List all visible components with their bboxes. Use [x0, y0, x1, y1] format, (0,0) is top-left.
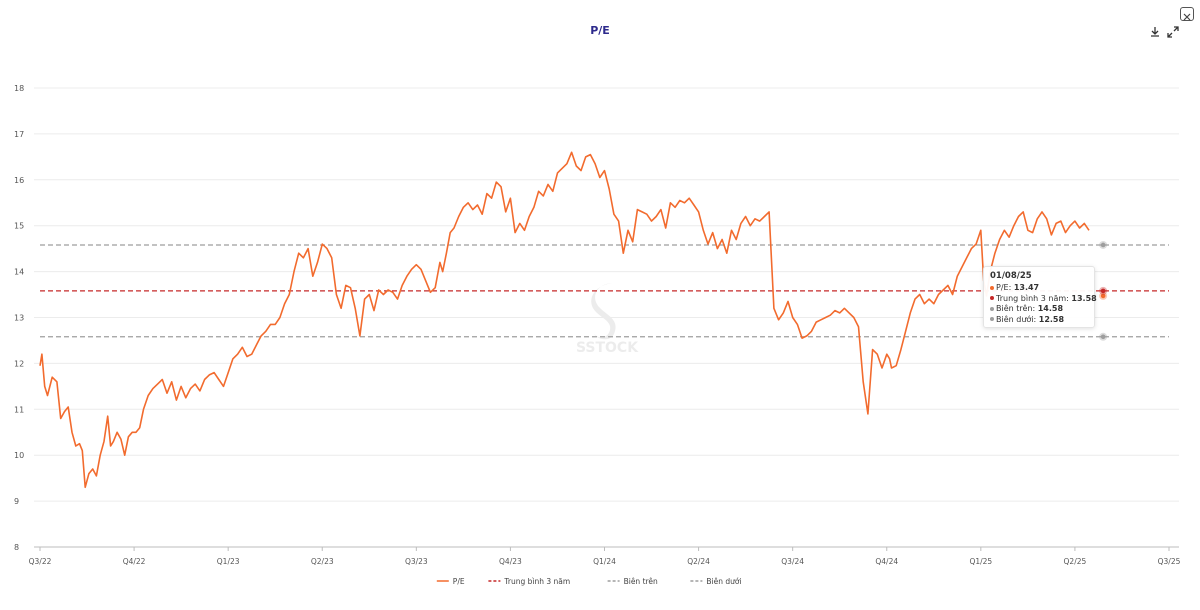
hover-marker: [1100, 334, 1106, 340]
x-tick-label: Q2/23: [311, 557, 334, 566]
hover-marker: [1100, 242, 1106, 248]
legend-item[interactable]: Trung bình 3 năm: [488, 577, 570, 586]
x-tick-label: Q4/24: [875, 557, 898, 566]
tooltip: 01/08/25 P/E: 13.47 Trung bình 3 năm: 13.…: [983, 266, 1097, 328]
x-tick-label: Q3/24: [781, 557, 804, 566]
y-tick-label: 8: [14, 543, 19, 552]
x-tick-label: Q1/24: [593, 557, 616, 566]
x-tick-label: Q3/25: [1158, 557, 1181, 566]
tooltip-row: Biên dưới: 12.58: [990, 315, 1088, 326]
legend-item[interactable]: Biên dưới: [690, 577, 742, 586]
watermark-text: SSTOCK: [576, 340, 639, 356]
tooltip-label: Trung bình 3 năm:: [996, 293, 1072, 303]
legend-label: Biên dưới: [706, 577, 741, 586]
y-tick-label: 9: [14, 497, 19, 506]
legend-label: P/E: [453, 577, 465, 586]
hover-marker: [1100, 288, 1106, 294]
legend-item[interactable]: P/E: [436, 577, 465, 586]
x-tick-label: Q3/23: [405, 557, 428, 566]
x-tick-label: Q4/23: [499, 557, 522, 566]
y-tick-label: 10: [14, 451, 24, 460]
tooltip-dot: [990, 306, 994, 311]
tooltip-date: 01/08/25: [990, 271, 1032, 281]
expand-icon[interactable]: [1166, 24, 1180, 38]
tooltip-dot: [990, 285, 994, 290]
legend-item[interactable]: Biên trên: [607, 577, 658, 586]
download-icon[interactable]: [1148, 24, 1162, 38]
tooltip-label: P/E:: [996, 283, 1014, 292]
x-tick-label: Q1/23: [217, 557, 240, 566]
x-tick-label: Q3/22: [29, 557, 52, 566]
legend-label: Trung bình 3 năm: [503, 577, 570, 586]
tooltip-value: 13.58: [1071, 293, 1097, 303]
legend-label: Biên trên: [624, 577, 658, 586]
tooltip-row: Biên trên: 14.58: [990, 304, 1088, 315]
x-tick-label: Q2/25: [1064, 557, 1087, 566]
y-tick-label: 16: [14, 176, 24, 185]
chart-title: P/E: [590, 24, 610, 37]
tooltip-row: P/E: 13.47: [990, 283, 1088, 294]
tooltip-row: Trung bình 3 năm: 13.58: [990, 293, 1097, 305]
y-tick-label: 13: [14, 314, 24, 323]
close-button[interactable]: [1180, 7, 1194, 21]
y-tick-label: 18: [14, 84, 24, 93]
close-icon: [1183, 13, 1191, 21]
hover-marker: [1100, 293, 1106, 299]
tooltip-dot: [990, 317, 994, 321]
tooltip-label: Biên trên:: [996, 304, 1038, 313]
x-tick-label: Q2/24: [687, 557, 710, 566]
watermark-logo: SSTOCK: [576, 283, 639, 356]
x-tick-label: Q1/25: [969, 557, 992, 566]
y-tick-label: 12: [14, 359, 24, 368]
y-tick-label: 14: [14, 268, 24, 277]
tooltip-value: 12.58: [1038, 314, 1065, 324]
tooltip-value: 14.58: [1037, 304, 1064, 313]
tooltip-value: 13.47: [1013, 283, 1040, 292]
y-tick-label: 15: [14, 222, 24, 231]
tooltip-label: Biên dưới:: [996, 314, 1039, 324]
x-tick-label: Q4/22: [123, 557, 146, 566]
y-tick-label: 17: [14, 130, 24, 139]
tooltip-dot: [990, 296, 994, 300]
series-line: [39, 151, 1090, 489]
y-tick-label: 11: [14, 405, 24, 414]
